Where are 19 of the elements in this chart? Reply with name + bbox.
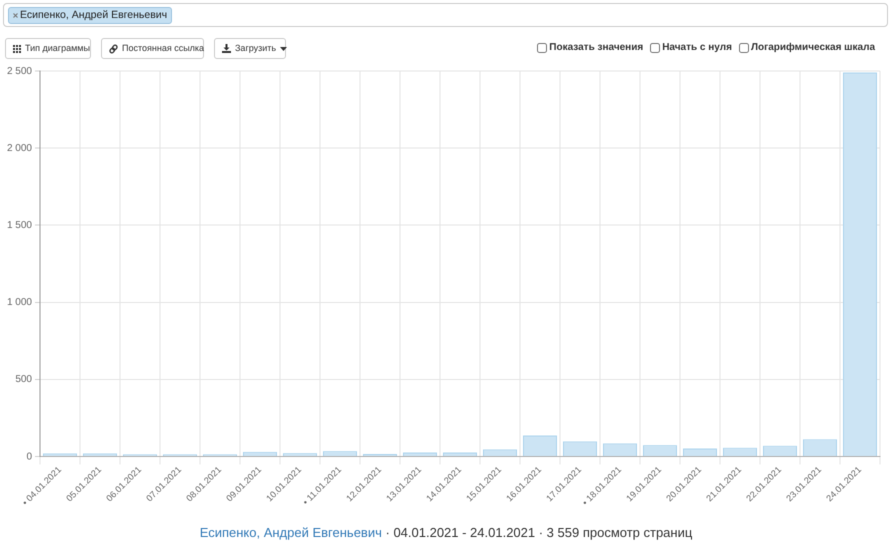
- checkbox[interactable]: [650, 42, 660, 52]
- y-tick-label: 500: [15, 374, 32, 386]
- y-tick-label: 1 500: [6, 220, 32, 231]
- y-tick-label: 1 000: [6, 297, 32, 308]
- y-tick-label: 2 500: [6, 66, 32, 77]
- text: Тип диаграммы: [25, 42, 90, 55]
- text: · 04.01.2021 - 24.01.2021 · 3 559 просмотр страниц: [386, 525, 692, 540]
- text: Начать с нуля: [662, 42, 732, 53]
- text: Есипенко, Андрей Евгеньевич: [200, 525, 382, 540]
- text: Показать значения: [549, 42, 644, 53]
- text: Постоянная ссылка: [122, 42, 204, 55]
- y-tick-label: 0: [26, 451, 32, 462]
- checkbox[interactable]: [738, 42, 749, 52]
- tag-chip: Есипенко, Андрей Евгеньевич: [8, 7, 172, 24]
- text: Логарифмическая шкала: [750, 42, 875, 53]
- checkbox[interactable]: [537, 42, 548, 52]
- y-tick-label: 2 000: [6, 142, 32, 154]
- text: Загрузить: [235, 42, 276, 55]
- text-field[interactable]: [3, 3, 888, 27]
